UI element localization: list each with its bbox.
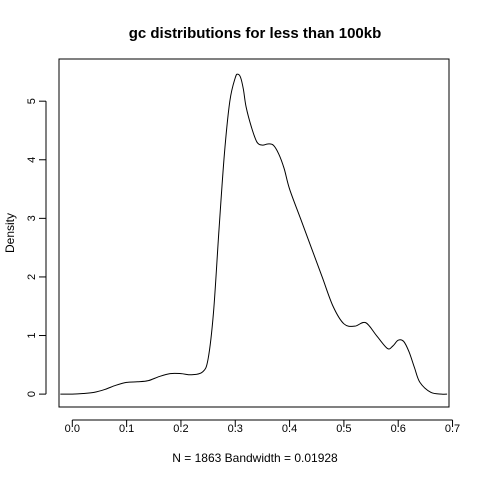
x-tick-label: 0.4 [282,423,297,435]
y-tick-label: 5 [26,98,38,104]
x-tick-label: 0.2 [173,423,188,435]
y-tick-label: 2 [26,274,38,280]
x-tick-label: 0.5 [336,423,351,435]
x-axis-label: N = 1863 Bandwidth = 0.01928 [172,451,338,465]
y-tick-label: 0 [26,391,38,397]
chart-title: gc distributions for less than 100kb [129,25,382,42]
plot-frame [58,58,450,408]
y-axis-label: Density [3,213,17,253]
x-axis: 0.0 0.1 0.2 0.3 0.4 0.5 0.6 0.7 [65,419,460,435]
y-tick-label: 3 [26,215,38,221]
x-tick-label: 0.6 [391,423,406,435]
y-axis: 0 1 2 3 4 5 [26,98,47,397]
x-tick-label: 0.1 [119,423,134,435]
x-tick-label: 0.0 [65,423,80,435]
y-tick-label: 1 [26,332,38,338]
y-tick-label: 4 [26,157,38,163]
x-tick-label: 0.3 [228,423,243,435]
x-tick-label: 0.7 [445,423,460,435]
density-curve [60,73,448,395]
